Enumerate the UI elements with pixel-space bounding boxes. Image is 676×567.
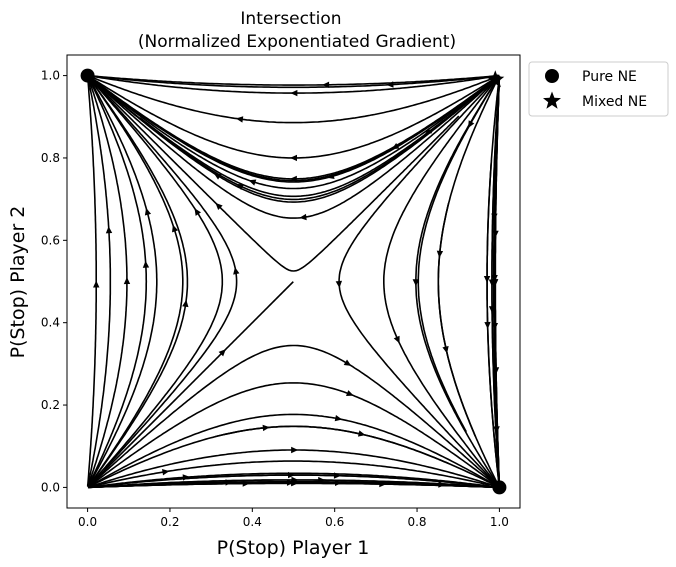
- stream-arrow: [233, 267, 240, 275]
- y-axis-label: P(Stop) Player 2: [7, 206, 29, 359]
- stream-arrow: [290, 89, 298, 97]
- x-tick-label: 0.2: [160, 515, 179, 529]
- stream-arrow: [491, 213, 498, 221]
- stream-line: [437, 203, 500, 487]
- x-tick-label: 0.8: [407, 515, 426, 529]
- pure-ne-marker: [80, 68, 95, 83]
- stream-arrow: [162, 469, 170, 476]
- stream-arrow: [357, 430, 366, 437]
- mixed-ne-marker: [486, 70, 505, 88]
- stream-arrow: [172, 224, 179, 233]
- legend-pure-ne-label: Pure NE: [582, 69, 637, 85]
- stream-arrow: [333, 472, 341, 479]
- stream-line: [88, 281, 294, 487]
- stream-arrow: [215, 202, 223, 211]
- stream-line: [88, 382, 500, 488]
- y-tick-label: 0.0: [41, 480, 60, 494]
- stream-arrow: [346, 390, 354, 397]
- y-axis-ticks: 0.0 0.2 0.4 0.6 0.8 1.0: [41, 69, 67, 494]
- stream-arrow: [424, 128, 433, 135]
- stream-arrow: [236, 184, 244, 190]
- legend: Pure NE Mixed NE: [528, 61, 669, 117]
- stream-line: [86, 76, 97, 487]
- stream-arrow: [291, 479, 299, 487]
- x-axis-label: P(Stop) Player 1: [217, 537, 370, 559]
- stream-arrow: [286, 479, 294, 486]
- stream-line: [87, 77, 128, 487]
- stream-lines: [86, 74, 501, 489]
- stream-arrow: [289, 175, 297, 183]
- stream-arrow: [491, 323, 499, 331]
- stream-arrow: [144, 207, 152, 216]
- stream-arrow: [242, 480, 250, 487]
- y-tick-label: 0.8: [41, 151, 60, 165]
- pure-ne-marker: [492, 480, 507, 495]
- stream-arrow: [491, 274, 498, 282]
- x-tick-label: 1.0: [490, 515, 509, 529]
- stream-arrow: [235, 116, 244, 123]
- stream-arrow: [218, 349, 226, 357]
- stream-arrow: [318, 476, 326, 484]
- stream-arrow: [123, 277, 131, 285]
- y-tick-label: 0.4: [41, 316, 60, 330]
- stream-line: [87, 344, 500, 489]
- stream-arrow: [483, 276, 491, 284]
- stream-arrow: [386, 81, 394, 88]
- chart-title: Intersection: [240, 9, 341, 29]
- x-axis-ticks: 0.0 0.2 0.4 0.6 0.8 1.0: [78, 508, 509, 529]
- stream-arrow: [290, 154, 298, 162]
- stream-arrow: [182, 299, 189, 308]
- stream-arrow: [442, 345, 449, 354]
- stream-arrow: [492, 230, 499, 238]
- stream-arrow: [299, 213, 307, 221]
- stream-arrow: [335, 280, 343, 289]
- stream-arrow: [262, 424, 270, 432]
- stream-arrow: [327, 172, 335, 180]
- stream-arrow: [213, 173, 222, 180]
- stream-arrow: [493, 426, 500, 434]
- stream-arrows: [93, 81, 500, 488]
- legend-box: [528, 61, 669, 117]
- stream-arrow: [322, 81, 330, 88]
- stream-arrow: [291, 446, 299, 454]
- legend-mixed-ne-marker: [543, 91, 561, 109]
- chart-subtitle: (Normalized Exponentiated Gradient): [138, 32, 456, 52]
- stream-arrow: [225, 479, 233, 486]
- stream-arrow: [93, 280, 100, 288]
- stream-arrow: [436, 250, 444, 258]
- x-tick-label: 0.6: [325, 515, 344, 529]
- stream-line: [87, 75, 184, 488]
- legend-mixed-ne-label: Mixed NE: [582, 94, 647, 110]
- stream-arrow: [182, 474, 190, 481]
- stream-arrow: [343, 359, 352, 366]
- stream-arrow: [488, 306, 496, 314]
- stream-arrow: [194, 208, 202, 216]
- stream-arrow: [288, 471, 296, 479]
- stream-arrow: [248, 179, 257, 186]
- ne-markers: [80, 68, 507, 495]
- stream-arrow: [105, 226, 113, 234]
- stream-line: [87, 74, 500, 124]
- stream-arrow: [391, 142, 400, 150]
- stream-arrow: [412, 279, 420, 287]
- plot-frame: [66, 54, 521, 509]
- legend-pure-ne-marker: [545, 69, 559, 83]
- stream-arrow: [438, 481, 446, 488]
- stream-arrow: [484, 321, 491, 329]
- y-tick-label: 0.2: [41, 398, 60, 412]
- y-tick-label: 1.0: [41, 69, 60, 83]
- stream-arrow: [492, 367, 500, 375]
- stream-arrow: [334, 415, 343, 422]
- stream-arrow: [142, 260, 150, 268]
- stream-arrow: [379, 480, 387, 488]
- x-tick-label: 0.4: [243, 515, 262, 529]
- stream-arrow: [393, 335, 400, 344]
- stream-arrow: [488, 279, 496, 287]
- stream-arrow: [468, 120, 475, 128]
- x-tick-label: 0.0: [78, 515, 97, 529]
- y-tick-label: 0.6: [41, 233, 60, 247]
- stream-arrow: [335, 479, 343, 487]
